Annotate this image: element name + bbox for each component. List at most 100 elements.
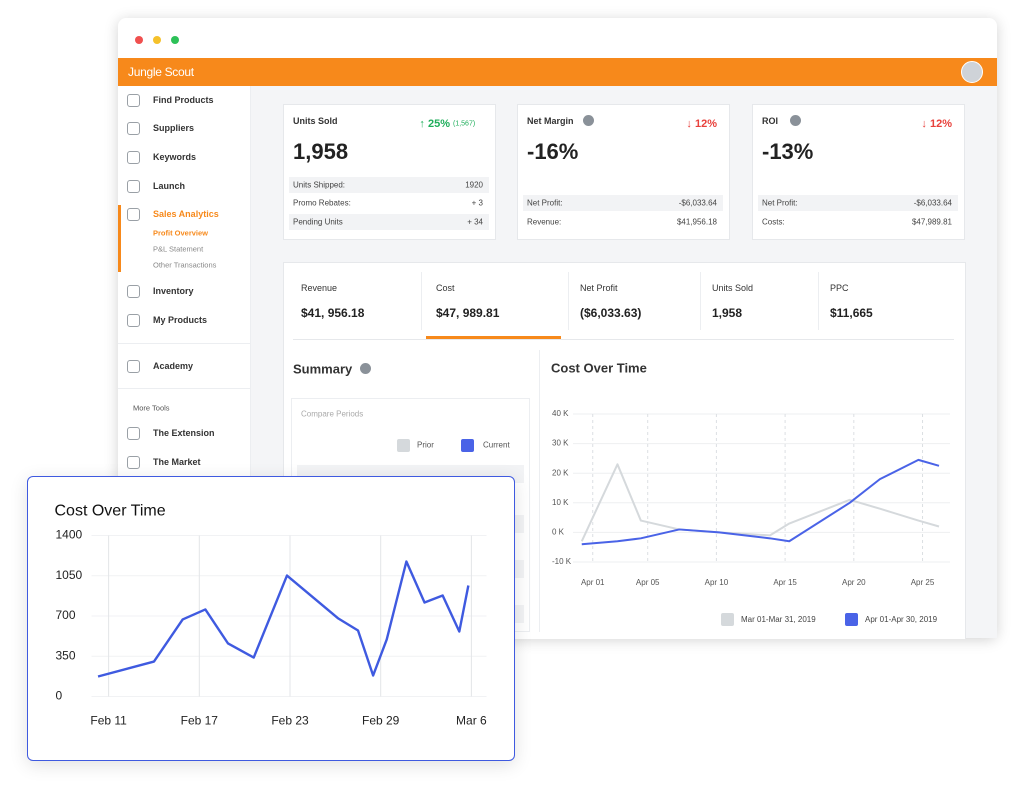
section-title: Summary: [293, 361, 353, 377]
nav-subitem: P&L Statement: [153, 244, 204, 254]
legend-swatch: [845, 613, 858, 626]
y-tick-label: -10 K: [552, 557, 572, 566]
data-line: [580, 463, 940, 542]
card-change: ↓ 12%: [686, 118, 717, 130]
nav-item: Academy: [153, 361, 194, 371]
card-change-note: (1,567): [453, 120, 476, 128]
card-row-bg: [289, 177, 489, 193]
nav-subitem: Other Transactions: [153, 260, 217, 270]
nav-icon: [127, 360, 140, 373]
legend-label: Apr 01-Apr 30, 2019: [865, 615, 938, 624]
legend-label: Prior: [417, 440, 434, 450]
tab-label: Revenue: [301, 283, 338, 293]
card-row-label: Promo Rebates:: [293, 198, 351, 208]
x-tick-label: Apr 05: [636, 578, 660, 587]
tab-value: $41, 956.18: [301, 306, 365, 320]
overlay-card: Cost Over Time 0 350 700 1050 1400 Feb 11 Feb 1…: [27, 476, 515, 761]
window-dot: [153, 36, 161, 44]
overlay-chart: Cost Over Time 0 350 700 1050 1400 Feb 11 Feb 1…: [55, 503, 488, 728]
y-tick-label: 0: [56, 689, 63, 703]
x-tick-label: Feb 23: [271, 714, 309, 728]
tab-label: Net Profit: [580, 283, 618, 293]
x-tick-label: Feb 29: [362, 714, 400, 728]
legend-swatch: [397, 439, 410, 452]
compare-title: Compare Periods: [301, 409, 364, 419]
y-tick-label: 30 K: [552, 439, 569, 448]
nav-subitem: Profit Overview: [153, 228, 209, 238]
help-icon: [790, 115, 801, 126]
nav-icon: [127, 94, 140, 107]
tab-value: $11,665: [830, 306, 873, 320]
overlay-plot: Cost Over Time 0 350 700 1050 1400 Feb 11 Feb 1…: [55, 503, 488, 728]
nav-icon: [127, 285, 140, 298]
x-tick-label: Apr 20: [842, 578, 866, 587]
legend-label: Mar 01-Mar 31, 2019: [741, 615, 816, 624]
nav-item: Launch: [153, 181, 186, 191]
nav-icon: [127, 208, 140, 221]
window-dot: [171, 36, 179, 44]
help-icon: [360, 363, 371, 374]
card-value: -13%: [762, 139, 814, 164]
tab-value: ($6,033.63): [580, 306, 642, 320]
y-tick-label: 1050: [56, 568, 83, 582]
tab-divider: [421, 272, 422, 330]
card-change: ↓ 12%: [921, 118, 952, 130]
card-row-label: Pending Units: [293, 217, 343, 227]
card-row-value: + 3: [471, 198, 483, 208]
nav-icon: [127, 151, 140, 164]
card-row-label: Net Profit:: [527, 198, 563, 208]
card-row-bg: [289, 214, 489, 230]
active-indicator: [118, 205, 121, 272]
card-title: Net Margin: [527, 116, 574, 126]
nav-item: Find Products: [153, 95, 214, 105]
card-row-value: 1920: [465, 180, 483, 190]
nav-icon: [127, 314, 140, 327]
card-row-label: Units Shipped:: [293, 180, 346, 190]
divider: [118, 388, 250, 389]
legend-swatch: [461, 439, 474, 452]
x-tick-label: Feb 17: [181, 714, 219, 728]
tabs-rule: [293, 339, 954, 340]
card-row-value: $47,989.81: [911, 217, 952, 227]
metric-card: [752, 104, 965, 240]
y-tick-label: 10 K: [552, 498, 569, 507]
help-icon: [583, 115, 594, 126]
tab-label: Units Sold: [712, 283, 754, 293]
card-title: Units Sold: [293, 116, 338, 126]
nav-icon: [127, 456, 140, 469]
nav-item: Inventory: [153, 286, 194, 296]
nav-item: My Products: [153, 315, 208, 325]
tab-value: $47, 989.81: [436, 306, 500, 320]
card-row-value: + 34: [467, 217, 483, 227]
nav-icon: [127, 122, 140, 135]
y-tick-label: 700: [56, 608, 76, 622]
y-tick-label: 0 K: [552, 528, 565, 537]
tab-label: PPC: [830, 283, 849, 293]
nav-section: More Tools: [133, 403, 170, 413]
divider: [118, 343, 250, 344]
nav-item: The Market: [153, 457, 201, 467]
tab-divider: [568, 272, 569, 330]
nav-icon: [127, 427, 140, 440]
x-tick-label: Mar 6: [456, 714, 487, 728]
avatar: [961, 61, 983, 83]
x-tick-label: Feb 11: [90, 714, 127, 728]
card-row-value: -$6,033.64: [913, 198, 952, 208]
y-tick-label: 350: [56, 648, 76, 662]
data-line: [97, 560, 470, 678]
top-bar: [118, 58, 997, 86]
card-row-value: $41,956.18: [676, 217, 717, 227]
data-line: [581, 458, 940, 546]
card-row-label: Costs:: [762, 217, 785, 227]
card-row-label: Revenue:: [527, 217, 562, 227]
card-row-bg: [758, 195, 958, 211]
card-title: ROI: [762, 116, 779, 126]
metric-card: [517, 104, 730, 240]
nav-item: Suppliers: [153, 123, 195, 133]
card-row-label: Net Profit:: [762, 198, 798, 208]
nav-icon: [127, 180, 140, 193]
card-value: -16%: [527, 139, 579, 164]
window-dot: [135, 36, 143, 44]
